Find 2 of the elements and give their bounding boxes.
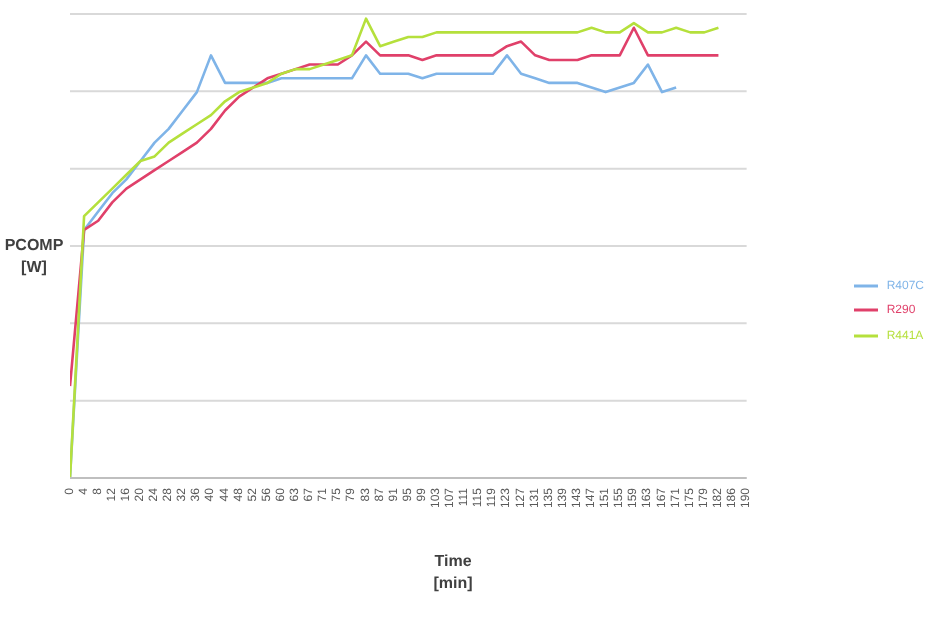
x-axis-title: Time [min] xyxy=(433,552,474,592)
y-axis-title: PCOMP [W] xyxy=(4,236,65,276)
